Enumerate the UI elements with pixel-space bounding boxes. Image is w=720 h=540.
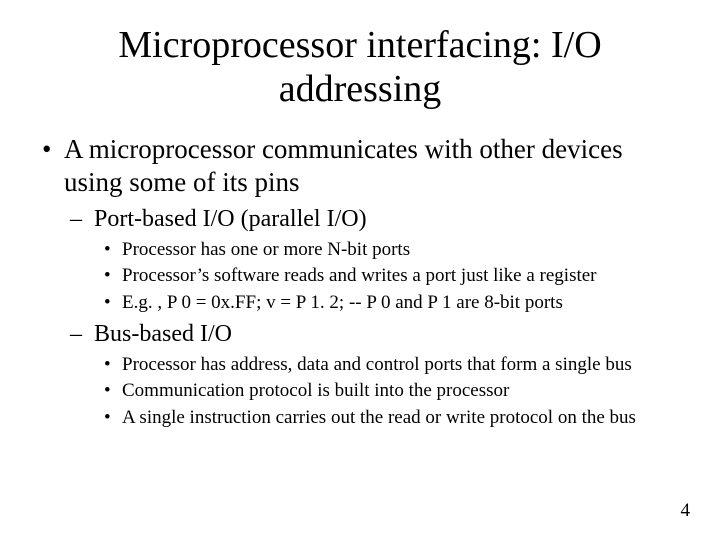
list-item: Processor’s software reads and writes a … <box>100 264 684 288</box>
list-item: Communication protocol is built into the… <box>100 379 684 403</box>
bullet-list-level2: Port-based I/O (parallel I/O) Processor … <box>64 204 684 430</box>
list-item: E.g. , P 0 = 0x.FF; v = P 1. 2; -- P 0 a… <box>100 291 684 315</box>
bullet-text: Communication protocol is built into the… <box>122 380 509 401</box>
list-item: Processor has one or more N-bit ports <box>100 238 684 262</box>
bullet-list-level3: Processor has one or more N-bit ports Pr… <box>94 238 684 315</box>
page-number: 4 <box>681 500 691 522</box>
bullet-text: Processor has address, data and control … <box>122 354 632 375</box>
list-item: Processor has address, data and control … <box>100 353 684 377</box>
slide-title: Microprocessor interfacing: I/O addressi… <box>36 24 684 111</box>
slide: Microprocessor interfacing: I/O addressi… <box>0 0 720 540</box>
bullet-text: Processor has one or more N-bit ports <box>122 239 410 260</box>
bullet-text: E.g. , P 0 = 0x.FF; v = P 1. 2; -- P 0 a… <box>122 292 563 313</box>
bullet-list-level3: Processor has address, data and control … <box>94 353 684 430</box>
bullet-text: Port-based I/O (parallel I/O) <box>94 206 367 232</box>
list-item: A microprocessor communicates with other… <box>36 133 684 430</box>
list-item: Port-based I/O (parallel I/O) Processor … <box>64 204 684 315</box>
bullet-list-level1: A microprocessor communicates with other… <box>36 133 684 430</box>
bullet-text: A single instruction carries out the rea… <box>122 407 636 428</box>
bullet-text: A microprocessor communicates with other… <box>64 134 623 196</box>
bullet-text: Bus-based I/O <box>94 321 232 347</box>
list-item: A single instruction carries out the rea… <box>100 406 684 430</box>
bullet-text: Processor’s software reads and writes a … <box>122 265 597 286</box>
list-item: Bus-based I/O Processor has address, dat… <box>64 319 684 430</box>
